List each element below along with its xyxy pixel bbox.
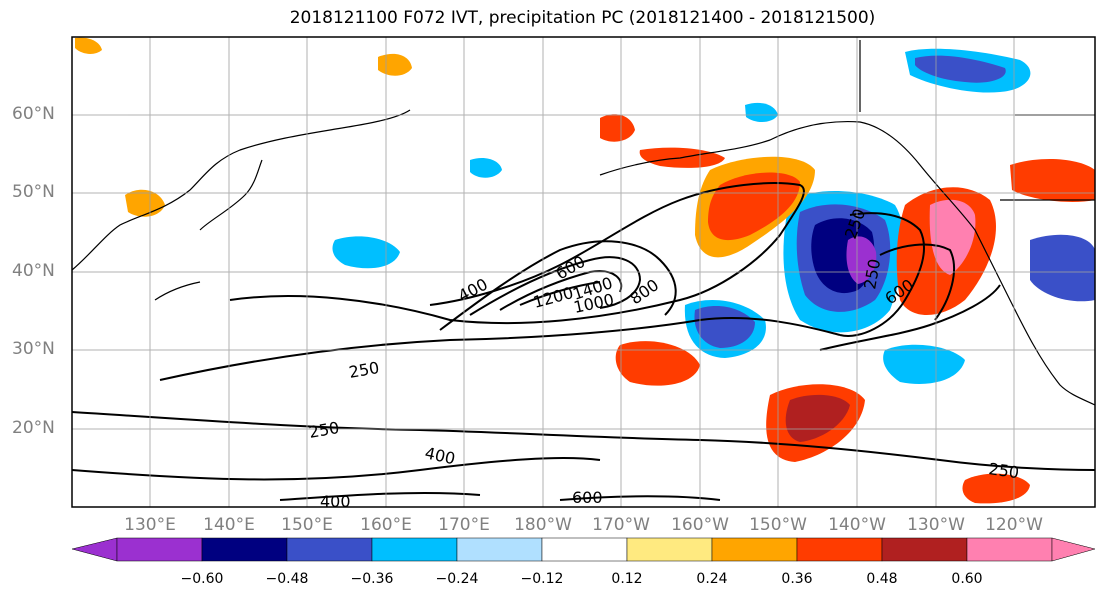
precipitation-field	[75, 37, 1095, 504]
lon-label: 150°W	[749, 515, 807, 535]
grid	[72, 37, 1095, 507]
colorbar-segment	[286, 537, 373, 562]
colorbar-segment	[201, 537, 288, 562]
lat-label: 20°N	[12, 418, 55, 438]
contour-label: 250	[347, 358, 380, 382]
colorbar-segment	[966, 537, 1053, 562]
lon-label: 130°E	[124, 515, 176, 535]
colorbar-label: −0.24	[435, 571, 479, 587]
lon-label: 170°E	[438, 515, 490, 535]
colorbar-segment	[626, 537, 713, 562]
contour-label: 250	[307, 418, 340, 442]
lon-label: 160°W	[671, 515, 729, 535]
colorbar-label: 0.48	[866, 571, 898, 587]
colorbar-label: 0.60	[951, 571, 983, 587]
contour-label: 800	[626, 275, 662, 308]
lon-label: 150°E	[281, 515, 333, 535]
colorbar-segment	[116, 537, 203, 562]
lat-label: 30°N	[12, 339, 55, 359]
colorbar-extend-min	[71, 537, 118, 562]
colorbar-label: 0.36	[781, 571, 813, 587]
colorbar-segment	[371, 537, 458, 562]
lat-label: 50°N	[12, 182, 55, 202]
map-frame	[71, 36, 1096, 508]
contour-label: 400	[423, 443, 457, 468]
map-title: 2018121100 F072 IVT, precipitation PC (2…	[289, 8, 876, 28]
colorbar-label: −0.48	[265, 571, 309, 587]
contour-label: 400	[320, 492, 351, 511]
contour-label: 1200	[531, 283, 575, 312]
lat-label: 60°N	[12, 104, 55, 124]
lon-label: 130°W	[907, 515, 965, 535]
contour-label: 250	[987, 459, 1020, 482]
colorbar-segment	[796, 537, 883, 562]
contour-labels: 400 600 1400 1200 1000 800 250 250 400 4…	[307, 206, 1020, 511]
colorbar-label: 0.24	[696, 571, 728, 587]
lon-label: 140°W	[828, 515, 886, 535]
colorbar-label: −0.36	[350, 571, 394, 587]
colorbar-segment	[456, 537, 543, 562]
lat-label: 40°N	[12, 261, 55, 281]
colorbar-segment	[541, 537, 628, 562]
lon-label: 160°E	[360, 515, 412, 535]
colorbar-label: −0.12	[520, 571, 564, 587]
contour-label: 600	[572, 488, 603, 507]
lon-label: 140°E	[203, 515, 255, 535]
contour-label: 400	[455, 274, 491, 305]
colorbar-segment	[881, 537, 968, 562]
lon-label: 120°W	[985, 515, 1043, 535]
colorbar-segment	[711, 537, 798, 562]
lon-label: 170°W	[592, 515, 650, 535]
colorbar-label: 0.12	[611, 571, 643, 587]
ivt-contours	[71, 182, 1096, 501]
lon-label: 180°W	[514, 515, 572, 535]
colorbar	[71, 537, 1096, 562]
colorbar-label: −0.60	[180, 571, 224, 587]
colorbar-extend-max	[1051, 537, 1096, 562]
